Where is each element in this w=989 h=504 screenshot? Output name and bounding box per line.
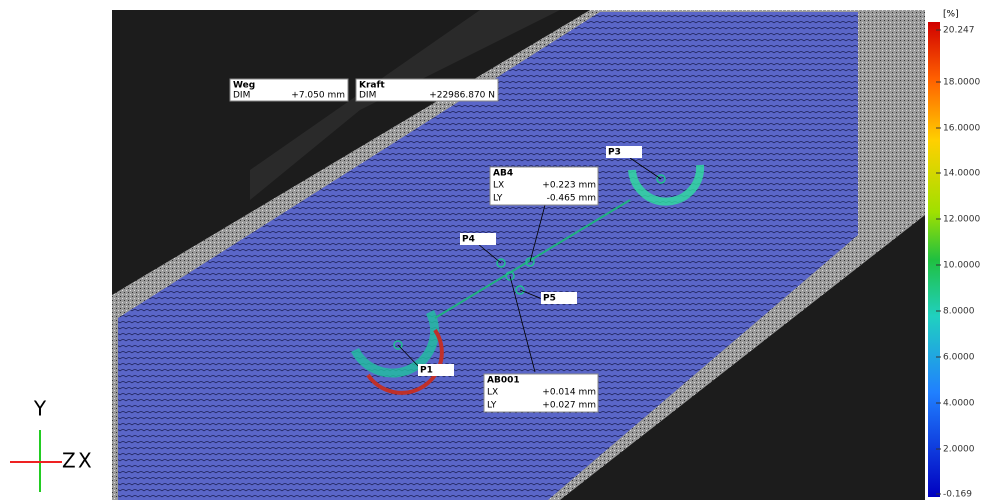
box-key: DIM	[359, 91, 376, 101]
strain-ring	[628, 164, 705, 206]
box-value: +22986.870 N	[429, 91, 495, 101]
kraft-box: Kraft DIM +22986.870 N	[355, 78, 499, 102]
point-label: P1	[420, 366, 433, 376]
leader-lines	[397, 157, 662, 373]
box-title: AB4	[493, 169, 513, 179]
point-label: P3	[608, 148, 621, 158]
box-key: LY	[493, 194, 503, 204]
point-markers	[393, 174, 666, 350]
box-title: Weg	[233, 81, 255, 91]
strain-ring-peak	[366, 328, 444, 395]
point-label: P5	[543, 294, 556, 304]
box-value: -0.465 mm	[547, 194, 596, 204]
weg-box: Weg DIM +7.050 mm	[229, 78, 349, 102]
axis-label: Y	[33, 397, 47, 421]
point-labels: P1 P3 P4 P5	[418, 146, 642, 376]
axis-triad: Y Z X	[10, 397, 92, 492]
point-label: P4	[462, 235, 475, 245]
colorbar	[928, 22, 940, 497]
box-key: LX	[487, 388, 498, 398]
ab001-box: AB001 LX +0.014 mm LY +0.027 mm	[483, 373, 599, 413]
box-value: +7.050 mm	[291, 91, 345, 101]
axis-label: Z	[62, 449, 76, 473]
colorbar-ticks: 20.247 18.0000 16.0000 14.0000 12.0000 10.000…	[936, 26, 980, 500]
box-value: +0.027 mm	[542, 401, 596, 411]
ab4-box: AB4 LX +0.223 mm LY -0.465 mm	[489, 166, 599, 206]
box-key: LY	[487, 401, 497, 411]
colorbar-tick-label: 20.247	[943, 26, 975, 36]
colorbar-tick-label: 6.0000	[943, 353, 975, 363]
colorbar-tick-label: 12.0000	[943, 215, 980, 225]
axis-label: X	[78, 449, 92, 473]
box-value: +0.014 mm	[542, 388, 596, 398]
box-key: DIM	[233, 91, 250, 101]
colorbar-tick-label: 16.0000	[943, 124, 980, 134]
box-title: AB001	[487, 376, 520, 386]
colorbar-tick-label: 4.0000	[943, 399, 975, 409]
strain-field	[118, 12, 858, 500]
strain-ring	[350, 309, 440, 378]
colorbar-tick-label: 18.0000	[943, 78, 980, 88]
box-value: +0.223 mm	[542, 181, 596, 191]
box-title: Kraft	[359, 81, 385, 91]
colorbar-tick-label: 10.0000	[943, 261, 980, 271]
colorbar-tick-label: -0.169	[943, 490, 972, 500]
colorbar-unit: [%]	[943, 10, 959, 20]
box-key: LX	[493, 181, 504, 191]
colorbar-tick-label: 2.0000	[943, 445, 975, 455]
colorbar-tick-label: 14.0000	[943, 169, 980, 179]
colorbar-tick-label: 8.0000	[943, 307, 975, 317]
